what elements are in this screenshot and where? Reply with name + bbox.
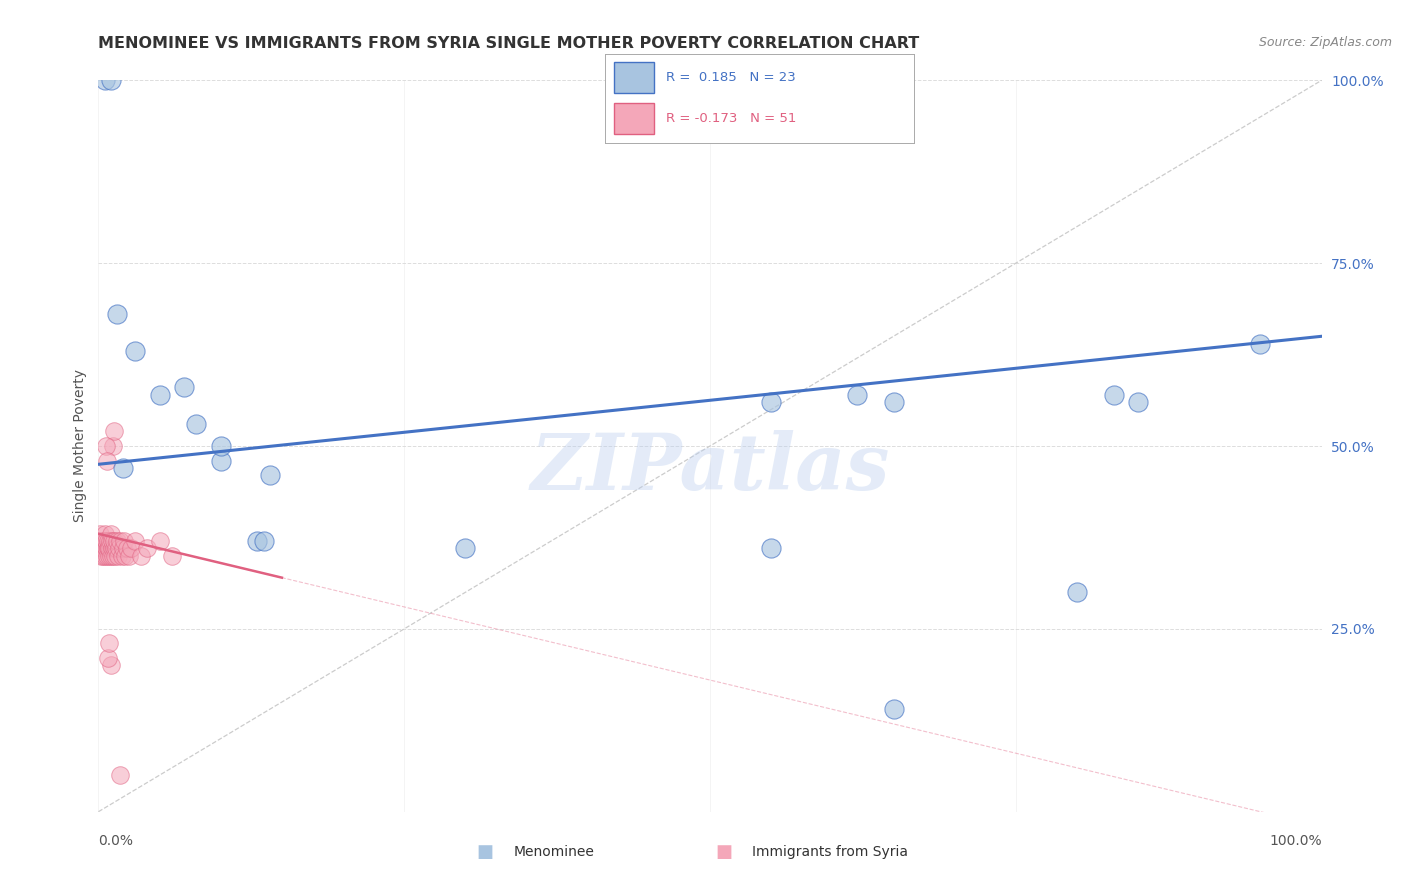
Point [97, 541, 120, 556]
Point [1102, 388, 1125, 402]
Point [110, 534, 132, 549]
Point [103, 425, 125, 439]
Point [94, 549, 117, 563]
Point [91, 549, 114, 563]
Point [1250, 336, 1272, 351]
Point [112, 534, 135, 549]
Point [98, 534, 121, 549]
Point [111, 541, 134, 556]
Point [186, 417, 208, 431]
Point [98, 636, 121, 650]
Point [114, 549, 136, 563]
Point [101, 439, 124, 453]
Text: 100.0%: 100.0% [1270, 834, 1322, 847]
Text: ■: ■ [716, 843, 733, 861]
Point [173, 380, 195, 394]
Point [1066, 585, 1088, 599]
FancyBboxPatch shape [614, 62, 654, 93]
Point [246, 534, 269, 549]
Point [209, 453, 232, 467]
Point [90, 549, 112, 563]
Point [124, 534, 146, 549]
Point [259, 468, 281, 483]
Point [96, 534, 118, 549]
Point [103, 541, 125, 556]
Point [96, 453, 118, 467]
Point [129, 549, 152, 563]
Point [93, 73, 115, 87]
Point [107, 549, 129, 563]
Text: R = -0.173   N = 51: R = -0.173 N = 51 [666, 112, 797, 125]
Point [845, 388, 868, 402]
Point [124, 343, 146, 358]
Point [111, 461, 134, 475]
Point [883, 395, 905, 409]
Point [104, 541, 127, 556]
Point [252, 534, 274, 549]
Point [101, 541, 124, 556]
Point [454, 541, 477, 556]
Point [101, 534, 124, 549]
Point [89, 534, 111, 549]
Point [103, 534, 125, 549]
Point [105, 534, 128, 549]
Point [100, 658, 122, 673]
Point [93, 534, 115, 549]
Text: R =  0.185   N = 23: R = 0.185 N = 23 [666, 71, 796, 84]
Point [97, 651, 120, 665]
Point [149, 534, 172, 549]
Text: ■: ■ [477, 843, 494, 861]
Y-axis label: Single Mother Poverty: Single Mother Poverty [73, 369, 87, 523]
Text: ZIPatlas: ZIPatlas [530, 430, 890, 506]
Point [91, 534, 114, 549]
Point [115, 541, 138, 556]
Point [105, 307, 128, 321]
Point [761, 541, 783, 556]
Point [111, 549, 134, 563]
Point [96, 549, 118, 563]
Point [110, 768, 132, 782]
Point [94, 541, 117, 556]
FancyBboxPatch shape [614, 103, 654, 134]
Point [98, 541, 121, 556]
Text: 0.0%: 0.0% [98, 834, 134, 847]
Point [89, 526, 111, 541]
Point [97, 549, 120, 563]
Point [100, 73, 122, 87]
Point [1128, 395, 1150, 409]
Point [120, 541, 142, 556]
Point [883, 702, 905, 716]
Text: MENOMINEE VS IMMIGRANTS FROM SYRIA SINGLE MOTHER POVERTY CORRELATION CHART: MENOMINEE VS IMMIGRANTS FROM SYRIA SINGL… [98, 36, 920, 51]
Point [160, 549, 183, 563]
Point [93, 526, 115, 541]
Point [101, 549, 124, 563]
Text: Source: ZipAtlas.com: Source: ZipAtlas.com [1258, 36, 1392, 49]
Point [90, 541, 112, 556]
Point [104, 549, 127, 563]
Point [108, 541, 131, 556]
Point [91, 541, 114, 556]
Point [97, 534, 120, 549]
Point [149, 388, 172, 402]
Text: Immigrants from Syria: Immigrants from Syria [752, 845, 908, 859]
Text: Menominee: Menominee [513, 845, 595, 859]
Point [118, 549, 141, 563]
Point [761, 395, 783, 409]
Point [136, 541, 159, 556]
Point [100, 526, 122, 541]
Point [209, 439, 232, 453]
Point [94, 439, 117, 453]
Point [100, 549, 122, 563]
